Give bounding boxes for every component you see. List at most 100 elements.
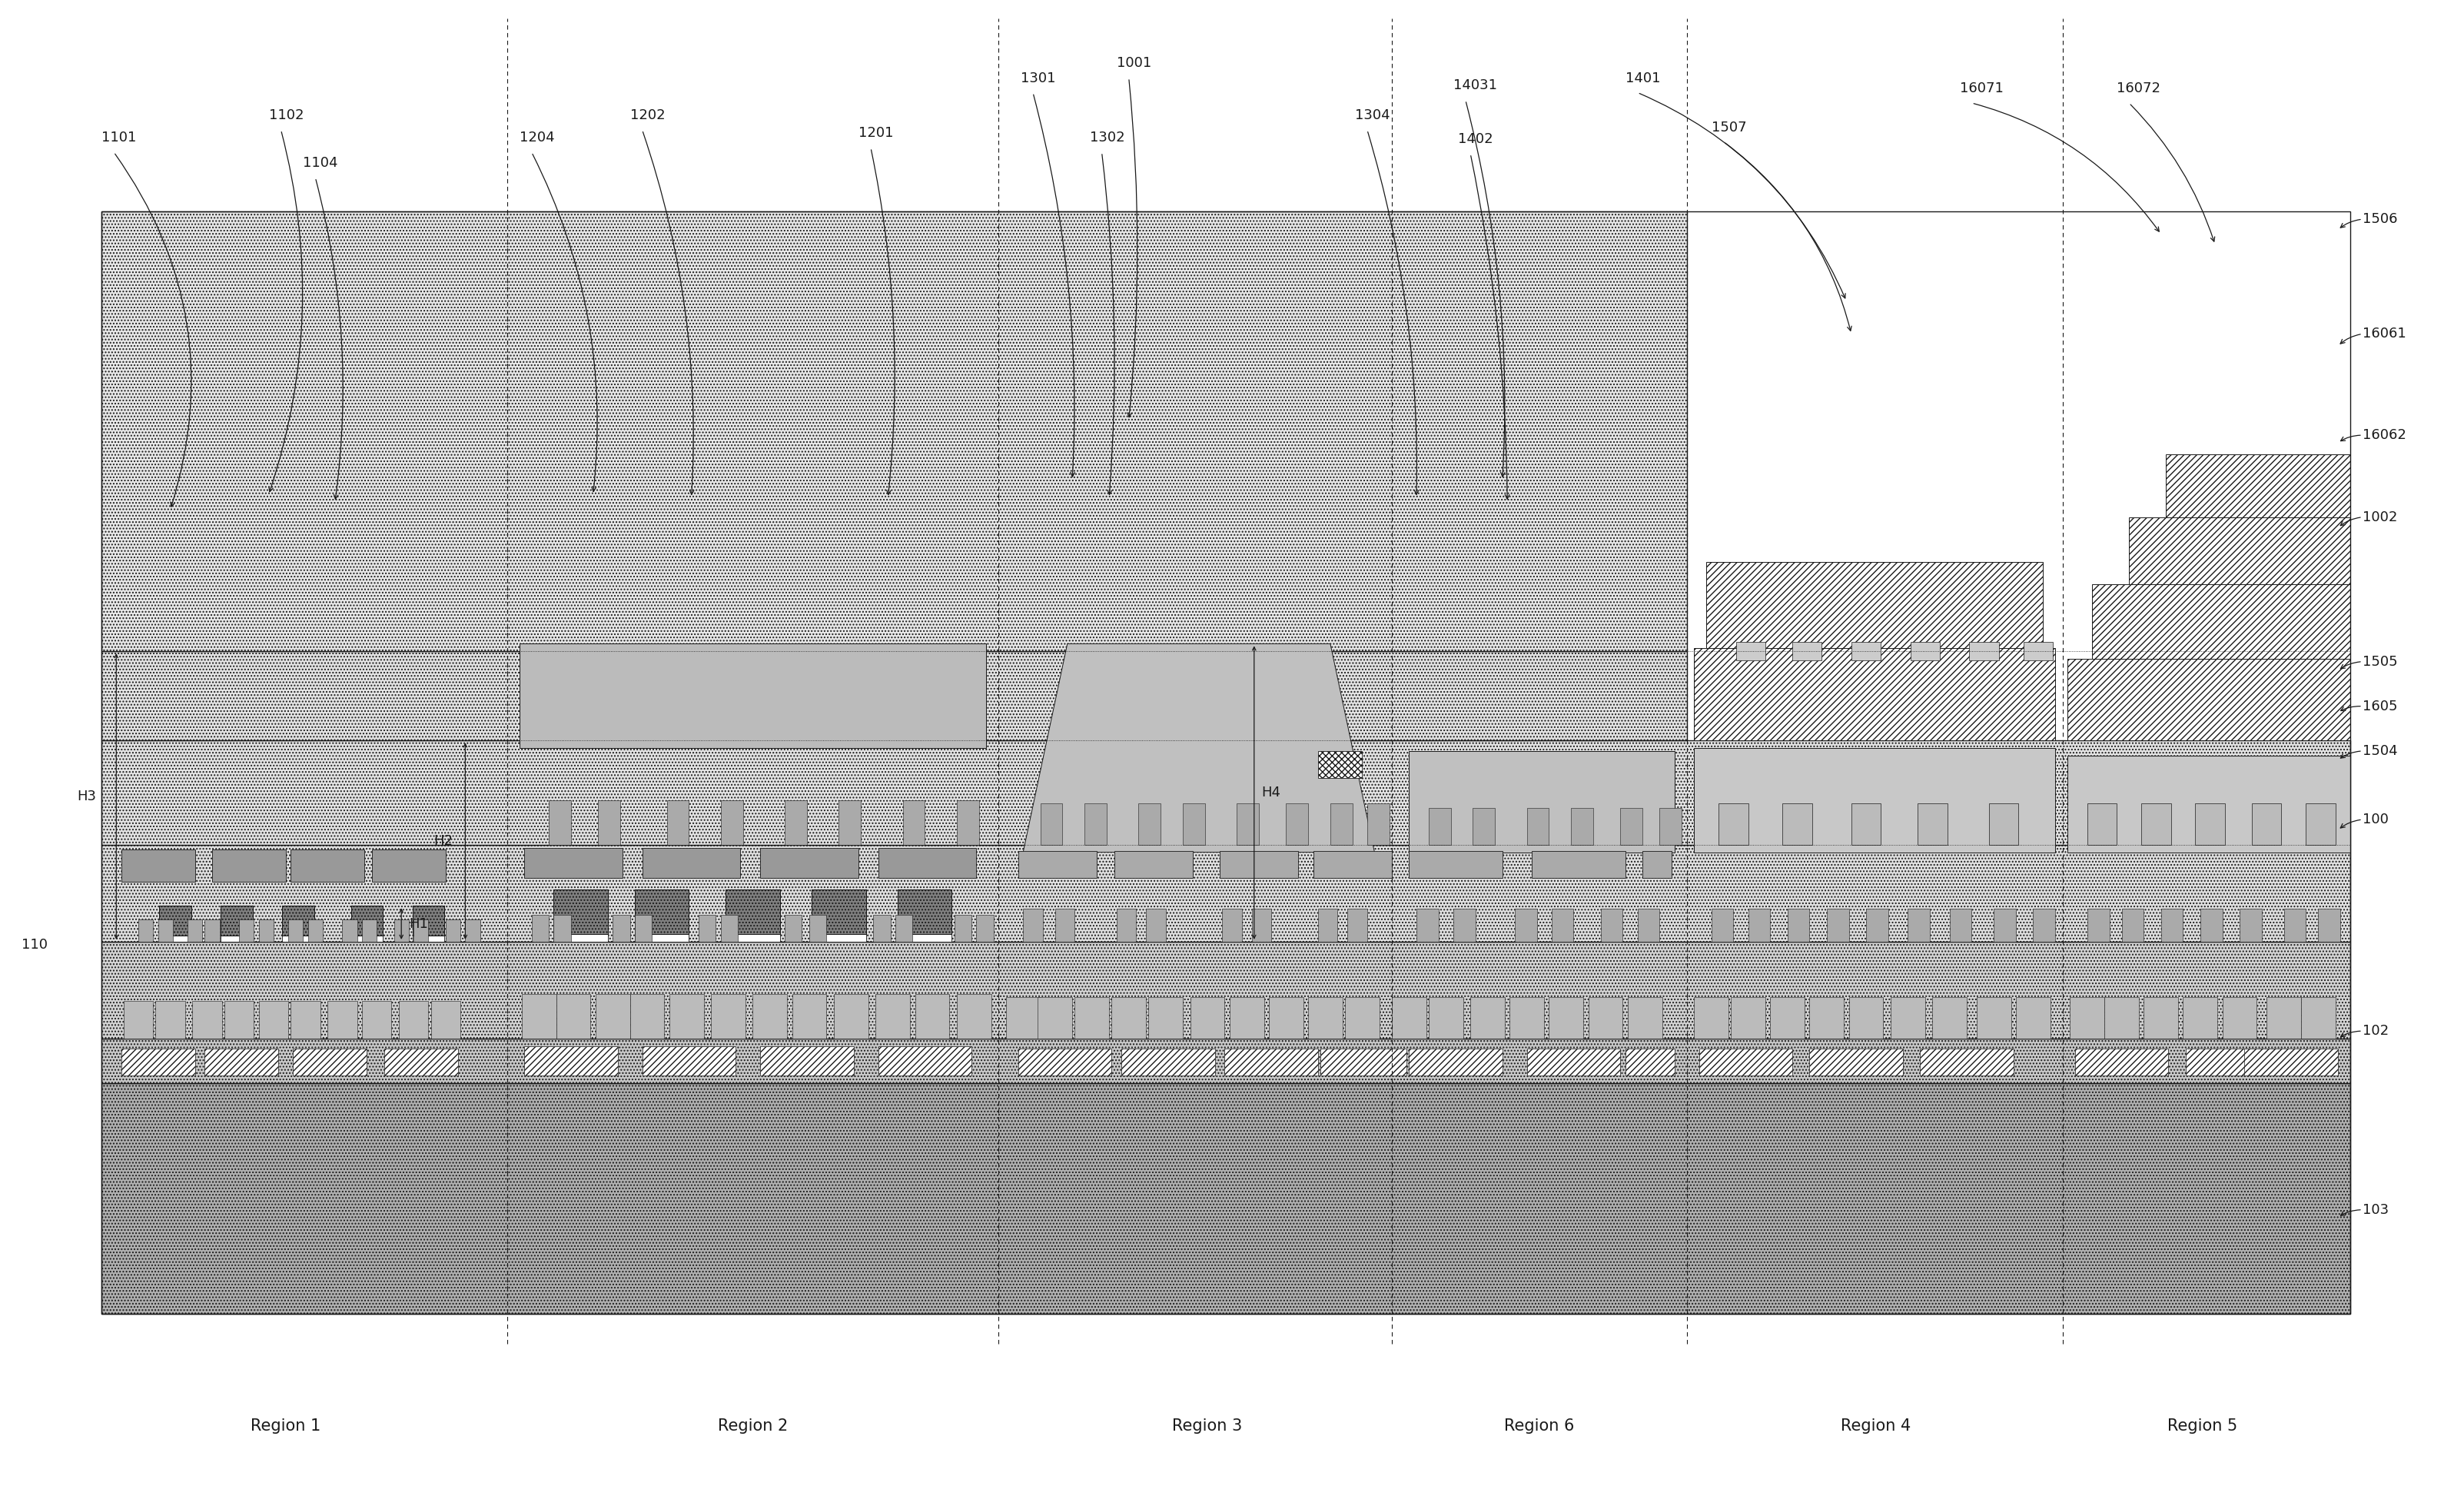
Bar	[1976, 996, 2011, 1038]
Bar	[2087, 910, 2109, 941]
Bar	[727, 934, 779, 941]
Bar	[1781, 803, 1811, 845]
Bar	[205, 920, 219, 941]
Bar	[1589, 996, 1624, 1038]
Bar	[2200, 910, 2223, 941]
Bar	[411, 935, 444, 941]
Bar	[1826, 910, 1848, 941]
Bar	[1602, 910, 1624, 941]
Bar	[1230, 996, 1264, 1038]
Bar	[2166, 455, 2351, 518]
Bar	[902, 800, 924, 845]
Bar	[101, 741, 2351, 845]
Bar	[643, 1046, 737, 1076]
Bar	[1626, 1049, 1676, 1076]
Bar	[1055, 910, 1074, 941]
Bar	[875, 993, 909, 1038]
Bar	[224, 1001, 254, 1038]
Bar	[1409, 1049, 1503, 1076]
Bar	[2306, 803, 2336, 845]
Text: 1202: 1202	[631, 109, 665, 123]
Bar	[1037, 996, 1072, 1038]
Text: 1505: 1505	[2363, 655, 2397, 669]
Bar	[2195, 803, 2225, 845]
Bar	[1890, 996, 1924, 1038]
Bar	[1074, 996, 1109, 1038]
Bar	[138, 920, 153, 941]
Text: 16062: 16062	[2363, 428, 2407, 443]
Bar	[1040, 803, 1062, 845]
Bar	[2252, 803, 2282, 845]
Bar	[1138, 803, 1161, 845]
Text: 103: 103	[2363, 1203, 2388, 1216]
Bar	[1910, 642, 1939, 660]
Bar	[2141, 803, 2171, 845]
Bar	[1786, 910, 1809, 941]
Bar	[1454, 910, 1476, 941]
Bar	[1252, 910, 1271, 941]
Bar	[350, 907, 382, 935]
Bar	[411, 907, 444, 935]
Text: 1204: 1204	[520, 130, 554, 145]
Text: H2: H2	[434, 835, 453, 848]
Text: 1605: 1605	[2363, 699, 2397, 714]
Bar	[1471, 996, 1506, 1038]
Bar	[283, 907, 313, 935]
Text: 1201: 1201	[857, 126, 894, 141]
Bar	[291, 850, 365, 883]
Bar	[291, 1001, 320, 1038]
Bar	[2033, 910, 2055, 941]
Bar	[1700, 1049, 1791, 1076]
Bar	[2161, 910, 2183, 941]
Text: 1402: 1402	[1459, 132, 1493, 147]
Bar	[1550, 996, 1584, 1038]
Bar	[101, 941, 2351, 1038]
Bar	[2067, 658, 2351, 741]
Bar	[877, 848, 976, 878]
Bar	[1533, 851, 1626, 878]
Bar	[1005, 996, 1040, 1038]
Text: 16071: 16071	[1959, 82, 2003, 96]
Bar	[976, 916, 993, 941]
Text: H3: H3	[76, 790, 96, 803]
Bar	[525, 848, 623, 878]
Bar	[431, 1001, 461, 1038]
Bar	[596, 993, 631, 1038]
Bar	[791, 993, 825, 1038]
Bar	[2087, 803, 2117, 845]
Bar	[872, 916, 890, 941]
Bar	[1313, 851, 1392, 878]
Text: 1101: 1101	[101, 130, 136, 145]
Bar	[1510, 996, 1545, 1038]
Bar	[2070, 996, 2104, 1038]
Bar	[259, 1001, 288, 1038]
Text: Region 2: Region 2	[717, 1418, 788, 1433]
Bar	[2075, 1049, 2168, 1076]
Text: 1301: 1301	[1020, 72, 1055, 85]
Text: Region 6: Region 6	[1503, 1418, 1574, 1433]
Bar	[1865, 910, 1887, 941]
Bar	[101, 845, 2351, 941]
Bar	[1114, 851, 1193, 878]
Bar	[2245, 1049, 2338, 1076]
Bar	[1392, 996, 1427, 1038]
Bar	[877, 1046, 971, 1076]
Bar	[614, 916, 631, 941]
Bar	[1988, 803, 2018, 845]
Bar	[293, 1049, 367, 1076]
Bar	[1809, 1049, 1902, 1076]
Text: Region 5: Region 5	[2168, 1418, 2237, 1433]
Bar	[101, 1038, 2351, 1083]
Bar	[1222, 910, 1242, 941]
Bar	[1084, 803, 1106, 845]
Bar	[784, 916, 801, 941]
Bar	[1639, 910, 1661, 941]
Bar	[554, 916, 572, 941]
Bar	[897, 890, 951, 934]
Bar	[1769, 996, 1804, 1038]
Text: Region 4: Region 4	[1841, 1418, 1912, 1433]
Bar	[554, 934, 609, 941]
Bar	[101, 741, 2351, 845]
Bar	[722, 800, 744, 845]
Text: 1304: 1304	[1355, 109, 1390, 123]
